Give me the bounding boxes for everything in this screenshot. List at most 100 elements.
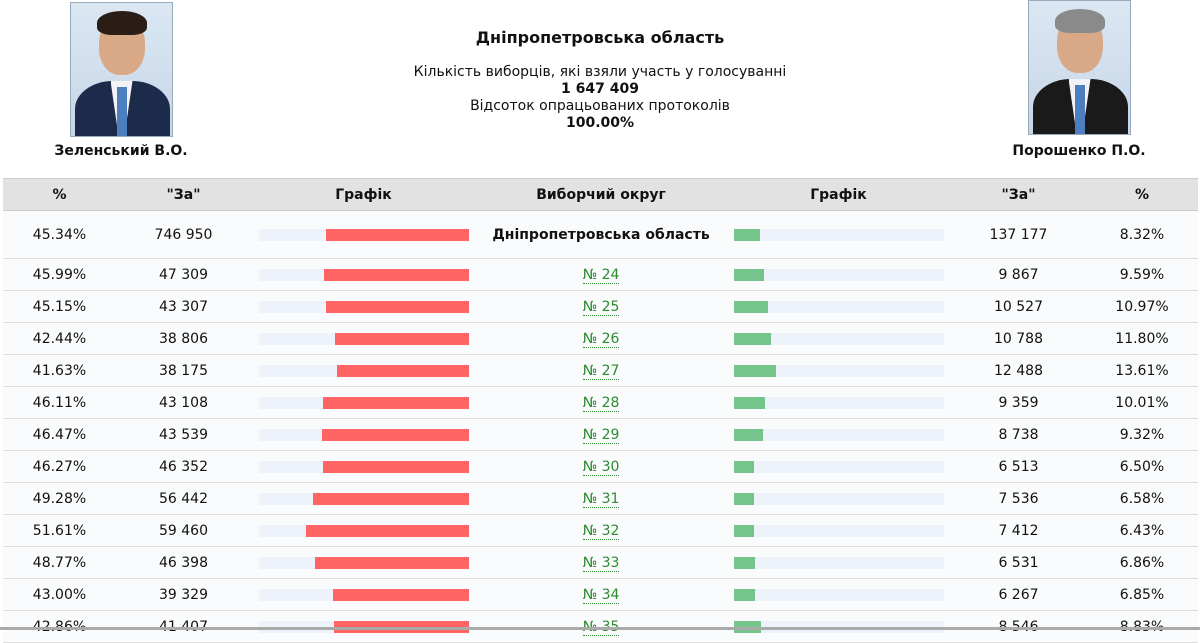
- left-percent: 45.99%: [3, 258, 116, 291]
- left-bar: [322, 428, 469, 441]
- table-row: 51.61% 59 460 № 32 7 412 6.43%: [3, 514, 1198, 547]
- district-cell: Дніпропетровська область: [476, 210, 726, 259]
- horizontal-scrollbar-edge: [0, 627, 1200, 630]
- table-row: 45.99% 47 309 № 24 9 867 9.59%: [3, 258, 1198, 291]
- district-cell: № 30: [476, 450, 726, 483]
- left-percent: 43.00%: [3, 578, 116, 611]
- bar-track: [258, 492, 469, 505]
- table-row: 42.44% 38 806 № 26 10 788 11.80%: [3, 322, 1198, 355]
- bar-track: [258, 524, 469, 537]
- district-cell: № 32: [476, 514, 726, 547]
- column-header: %: [1086, 178, 1198, 211]
- left-percent: 46.27%: [3, 450, 116, 483]
- left-bar-cell: [251, 514, 476, 547]
- left-bar: [313, 492, 469, 505]
- district-link[interactable]: № 27: [582, 362, 620, 380]
- right-votes: 12 488: [951, 354, 1086, 387]
- bar-track: [733, 364, 944, 377]
- district-link[interactable]: № 34: [582, 586, 620, 604]
- left-bar-cell: [251, 450, 476, 483]
- district-cell: № 29: [476, 418, 726, 451]
- right-percent: 6.58%: [1086, 482, 1198, 515]
- right-bar: [733, 300, 769, 313]
- right-bar: [733, 492, 755, 505]
- right-percent: 6.86%: [1086, 546, 1198, 579]
- turnout-value: 1 647 409: [561, 81, 639, 97]
- right-bar: [733, 364, 777, 377]
- bar-track: [733, 556, 944, 569]
- bar-track: [258, 396, 469, 409]
- left-votes: 38 175: [116, 354, 251, 387]
- district-cell: № 28: [476, 386, 726, 419]
- district-link[interactable]: № 28: [582, 394, 620, 412]
- right-bar-cell: [726, 322, 951, 355]
- right-bar: [733, 460, 754, 473]
- bar-track: [733, 228, 944, 241]
- left-percent: 49.28%: [3, 482, 116, 515]
- right-percent: 10.01%: [1086, 386, 1198, 419]
- table-row: 41.63% 38 175 № 27 12 488 13.61%: [3, 354, 1198, 387]
- right-votes: 10 788: [951, 322, 1086, 355]
- district-link[interactable]: № 25: [582, 298, 620, 316]
- district-link[interactable]: № 26: [582, 330, 620, 348]
- bar-track: [733, 460, 944, 473]
- table-row: 46.27% 46 352 № 30 6 513 6.50%: [3, 450, 1198, 483]
- table-row: 48.77% 46 398 № 33 6 531 6.86%: [3, 546, 1198, 579]
- left-bar-cell: [251, 258, 476, 291]
- right-votes: 10 527: [951, 290, 1086, 323]
- district-link[interactable]: № 30: [582, 458, 620, 476]
- bar-track: [733, 268, 944, 281]
- left-votes: 56 442: [116, 482, 251, 515]
- left-bar: [333, 588, 469, 601]
- protocols-label: Відсоток опрацьованих протоколів: [470, 98, 730, 114]
- left-bar-cell: [251, 322, 476, 355]
- district-link[interactable]: № 33: [582, 554, 620, 572]
- left-bar: [323, 396, 469, 409]
- left-bar-cell: [251, 210, 476, 259]
- turnout-label: Кількість виборців, які взяли участь у г…: [413, 64, 787, 80]
- left-bar: [323, 268, 469, 281]
- right-bar: [733, 556, 756, 569]
- left-bar: [325, 228, 469, 241]
- right-votes: 8 738: [951, 418, 1086, 451]
- left-bar-cell: [251, 578, 476, 611]
- district-link[interactable]: № 24: [582, 266, 620, 284]
- district-cell: № 26: [476, 322, 726, 355]
- table-row: 45.34% 746 950 Дніпропетровська область 137…: [3, 210, 1198, 259]
- right-percent: 10.97%: [1086, 290, 1198, 323]
- district-link[interactable]: № 29: [582, 426, 620, 444]
- column-header: Графік: [251, 178, 476, 211]
- right-percent: 6.50%: [1086, 450, 1198, 483]
- right-bar-cell: [726, 386, 951, 419]
- right-votes: 6 513: [951, 450, 1086, 483]
- candidate-name: Зеленський В.О.: [54, 143, 188, 159]
- bar-track: [258, 268, 469, 281]
- left-votes: 59 460: [116, 514, 251, 547]
- region-summary: Дніпропетровська область Кількість вибор…: [350, 28, 850, 132]
- right-percent: 9.32%: [1086, 418, 1198, 451]
- right-bar-cell: [726, 354, 951, 387]
- right-votes: 7 536: [951, 482, 1086, 515]
- bar-track: [733, 332, 944, 345]
- bar-track: [258, 428, 469, 441]
- table-row: 43.00% 39 329 № 34 6 267 6.85%: [3, 578, 1198, 611]
- left-bar: [322, 460, 469, 473]
- bar-track: [733, 396, 944, 409]
- candidate-photo: [69, 2, 173, 137]
- right-percent: 6.85%: [1086, 578, 1198, 611]
- left-percent: 48.77%: [3, 546, 116, 579]
- left-percent: 46.11%: [3, 386, 116, 419]
- left-votes: 746 950: [116, 210, 251, 259]
- region-name: Дніпропетровська область: [492, 226, 710, 243]
- right-bar-cell: [726, 514, 951, 547]
- district-link[interactable]: № 32: [582, 522, 620, 540]
- district-cell: № 24: [476, 258, 726, 291]
- right-bar: [733, 428, 763, 441]
- district-link[interactable]: № 31: [582, 490, 620, 508]
- right-bar: [733, 332, 771, 345]
- right-bar-cell: [726, 578, 951, 611]
- right-bar-cell: [726, 418, 951, 451]
- left-votes: 46 352: [116, 450, 251, 483]
- column-header: Виборчий округ: [476, 178, 726, 211]
- column-header: Графік: [726, 178, 951, 211]
